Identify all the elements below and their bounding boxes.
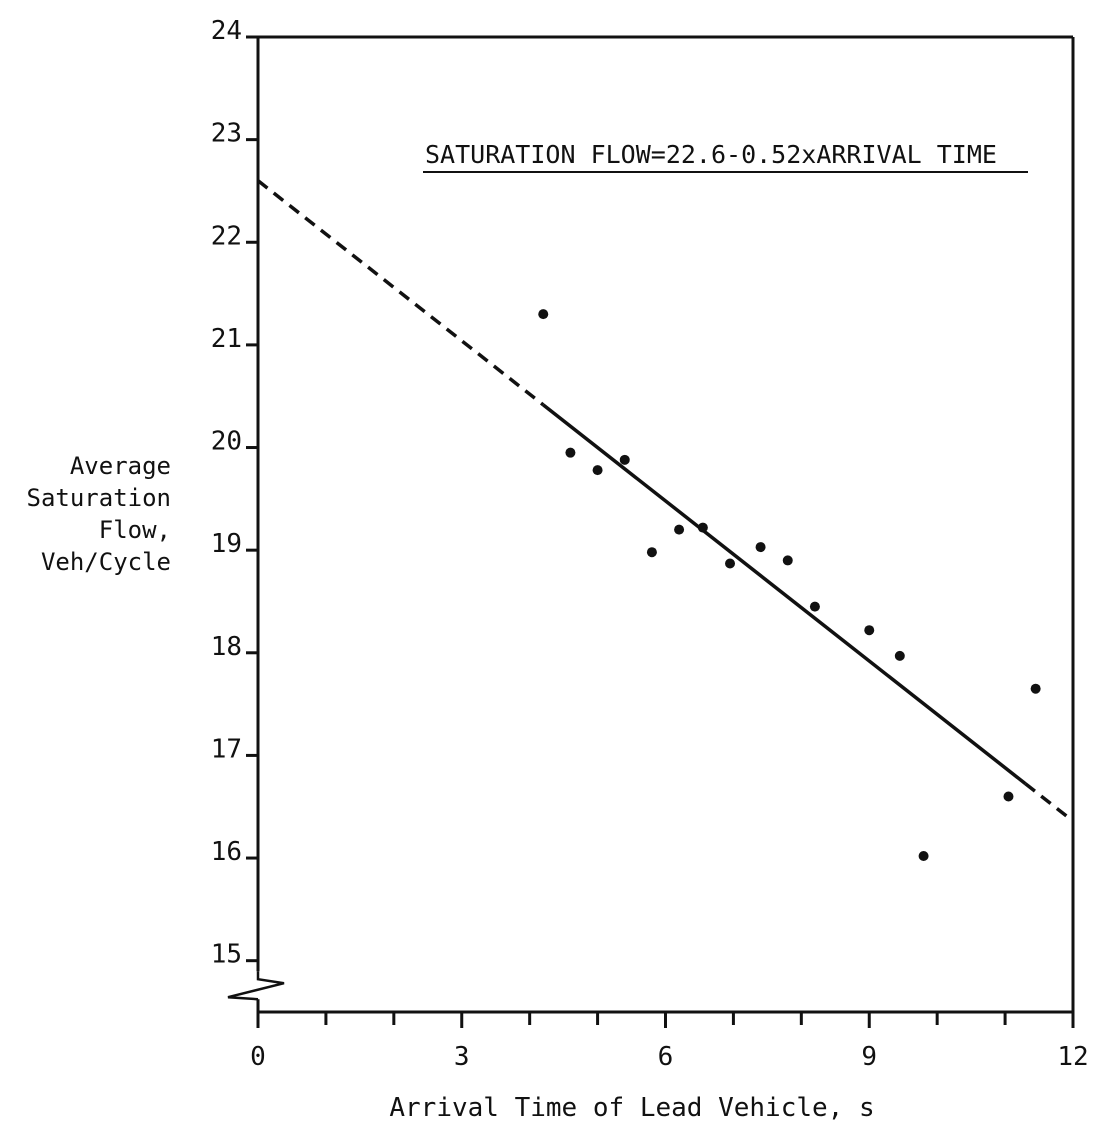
y-axis-ticks: 15 16 17 18 19 20 21 22 23 24	[211, 16, 258, 970]
data-point	[1030, 683, 1041, 694]
y-axis-label-line-4: Veh/Cycle	[41, 548, 171, 576]
data-point	[755, 542, 766, 553]
y-tick-label: 20	[211, 427, 242, 457]
y-axis-label-line-1: Average	[70, 452, 171, 480]
data-point	[538, 309, 549, 320]
y-tick-label: 17	[211, 734, 242, 764]
y-tick-label: 15	[211, 940, 242, 970]
data-point	[1003, 791, 1014, 802]
y-tick-label: 18	[211, 632, 242, 662]
y-tick-label: 24	[211, 16, 242, 46]
equation-annotation: SATURATION FLOW=22.6-0.52xARRIVAL TIME	[425, 140, 997, 169]
data-point	[918, 851, 929, 861]
x-tick-label: 12	[1057, 1042, 1088, 1072]
data-point	[592, 465, 603, 476]
data-point	[782, 555, 793, 566]
regression-line-dashed	[1024, 782, 1075, 823]
data-point	[565, 447, 576, 458]
data-point	[646, 547, 657, 558]
y-axis-break-mark	[227, 971, 285, 1001]
data-points	[538, 309, 1041, 861]
y-axis-label: Average Saturation Flow, Veh/Cycle	[27, 452, 172, 576]
x-tick-label: 0	[250, 1042, 266, 1072]
regression-line-dashed	[256, 179, 545, 407]
y-tick-label: 21	[211, 324, 242, 354]
data-point	[725, 558, 736, 569]
x-tick-label: 6	[658, 1042, 674, 1072]
regression-line	[256, 179, 1075, 823]
regression-line-solid	[542, 403, 1027, 786]
x-tick-label: 9	[861, 1042, 877, 1072]
data-point	[674, 524, 685, 535]
x-axis-label: Arrival Time of Lead Vehicle, s	[389, 1093, 874, 1122]
y-axis-label-line-3: Flow,	[99, 516, 171, 544]
data-point	[894, 650, 905, 661]
y-tick-label: 16	[211, 837, 242, 867]
y-axis-label-line-2: Saturation	[27, 484, 172, 512]
data-point	[864, 625, 875, 636]
data-point	[697, 522, 708, 533]
y-tick-label: 23	[211, 119, 242, 149]
y-tick-label: 19	[211, 529, 242, 559]
x-tick-label: 3	[454, 1042, 470, 1072]
y-tick-label: 22	[211, 221, 242, 251]
x-axis-ticks: 0 3 6 9 12	[250, 1012, 1089, 1072]
data-point	[619, 454, 630, 465]
data-point	[809, 601, 820, 612]
